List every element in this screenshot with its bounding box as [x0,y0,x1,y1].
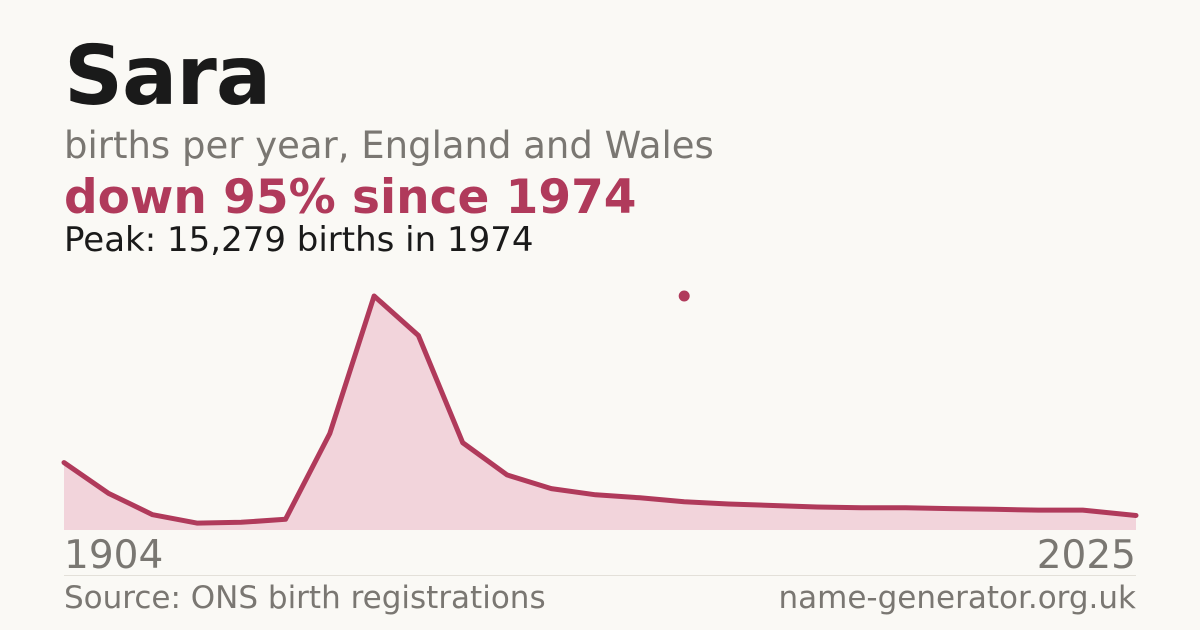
source-note: Source: ONS birth registrations [64,580,546,616]
chart-subtitle: births per year, England and Wales [64,124,714,167]
footer-divider [64,575,1136,576]
x-axis-start-label: 1904 [64,533,164,578]
data-point [372,294,377,298]
site-credit: name-generator.org.uk [778,580,1136,616]
x-axis-end-label: 2025 [1036,533,1136,578]
chart-title: Sara [64,29,271,124]
data-point [1080,508,1085,513]
data-point [416,333,421,338]
data-point [150,512,155,517]
area-fill [64,296,1136,530]
data-point [327,431,332,436]
data-point [726,502,731,506]
data-point [505,472,509,477]
data-point [1134,513,1138,518]
peak-marker [675,287,693,305]
data-point [992,507,997,512]
data-point [283,517,288,522]
data-point [903,505,908,510]
data-point [637,495,642,500]
data-point [682,499,687,504]
peak-annotation: Peak: 15,279 births in 1974 [64,220,534,260]
data-point [460,440,465,445]
data-point [106,491,111,496]
data-point [770,503,775,508]
trend-headline: down 95% since 1974 [64,170,637,225]
data-point [194,521,199,526]
series-line [61,293,1139,526]
data-point [815,505,820,509]
data-point [239,520,244,525]
data-point [549,486,554,491]
data-point [1036,508,1041,513]
data-point [859,505,864,510]
data-point [62,460,66,465]
data-point [948,506,952,511]
data-point [593,492,598,497]
